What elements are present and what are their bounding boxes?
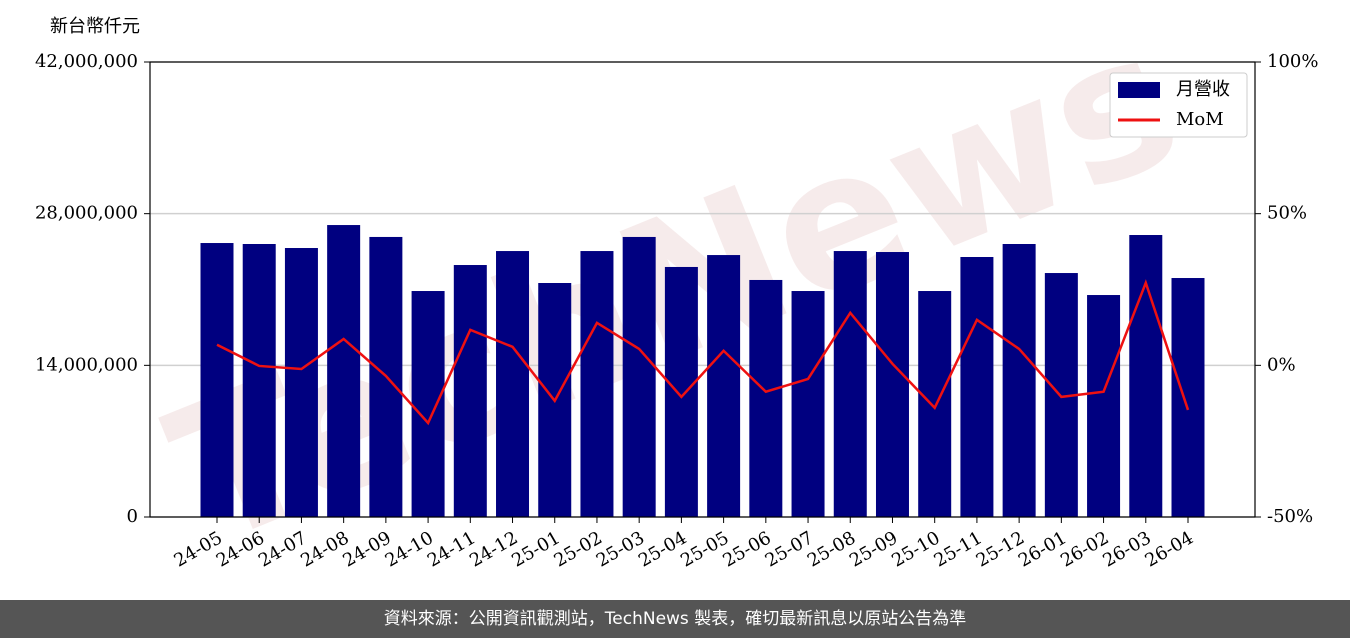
legend-swatch xyxy=(1118,82,1160,98)
bar xyxy=(1002,244,1036,517)
bar xyxy=(580,251,614,517)
bar xyxy=(327,225,361,517)
bar xyxy=(833,251,867,517)
bar xyxy=(875,252,909,517)
bar xyxy=(1129,235,1163,517)
y-axis-label: 新台幣仟元 xyxy=(50,16,140,37)
chart: 新台幣仟元 TechNews014,000,00028,000,00042,00… xyxy=(35,0,1319,588)
y-tick-label: 14,000,000 xyxy=(35,354,138,375)
bar xyxy=(622,236,656,518)
y-tick-label: 28,000,000 xyxy=(35,203,138,224)
y2-tick-label: -50% xyxy=(1267,506,1313,527)
plot-frame xyxy=(149,61,1256,518)
line xyxy=(216,279,1190,426)
bar xyxy=(1087,295,1121,517)
y-tick-label: 42,000,000 xyxy=(35,51,138,72)
x-tick-label: 26-04 xyxy=(1142,527,1197,571)
bar xyxy=(411,291,445,517)
bar xyxy=(242,244,276,517)
y2-tick-label: 50% xyxy=(1267,203,1307,224)
bar xyxy=(200,243,234,517)
bar xyxy=(496,251,530,517)
bar xyxy=(918,291,952,517)
legend-label: 月營收 xyxy=(1176,79,1230,100)
legend-label: MoM xyxy=(1176,109,1224,130)
bar xyxy=(791,291,825,517)
y2-tick-label: 0% xyxy=(1267,354,1296,375)
bar xyxy=(1171,278,1205,517)
y2-tick-label: 100% xyxy=(1267,51,1318,72)
bar xyxy=(960,257,994,517)
y-tick-label: 0 xyxy=(127,506,138,527)
bar xyxy=(664,266,698,517)
bar xyxy=(453,265,487,517)
bar xyxy=(749,279,783,517)
bar xyxy=(284,248,318,517)
footer: 資料來源：公開資訊觀測站，TechNews 製表，確切最新訊息以原站公告為準 xyxy=(0,600,1350,638)
bar xyxy=(707,255,741,518)
